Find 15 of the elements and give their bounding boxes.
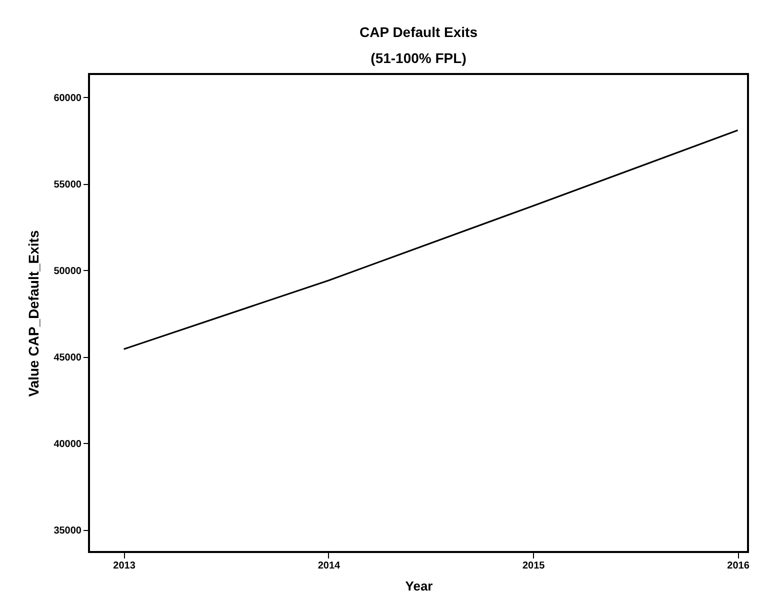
- y-tick-label: 60000: [54, 92, 82, 104]
- y-tick-label: 45000: [54, 352, 82, 364]
- x-tick-label: 2016: [727, 560, 750, 572]
- y-axis-title: Value CAP_Default_Exits: [26, 230, 42, 397]
- x-tick-label: 2014: [318, 560, 341, 572]
- x-tick-label: 2015: [522, 560, 546, 572]
- y-tick-label: 35000: [54, 526, 82, 537]
- chart-title: CAP Default Exits: [360, 24, 478, 40]
- y-tick-label: 55000: [54, 179, 82, 190]
- y-tick-label: 40000: [54, 438, 82, 450]
- x-axis-title: Year: [405, 578, 433, 594]
- x-tick-label: 2013: [113, 560, 136, 572]
- line-series: [122, 129, 739, 350]
- y-tick-label: 50000: [54, 266, 82, 277]
- chart-subtitle: (51-100% FPL): [370, 50, 466, 66]
